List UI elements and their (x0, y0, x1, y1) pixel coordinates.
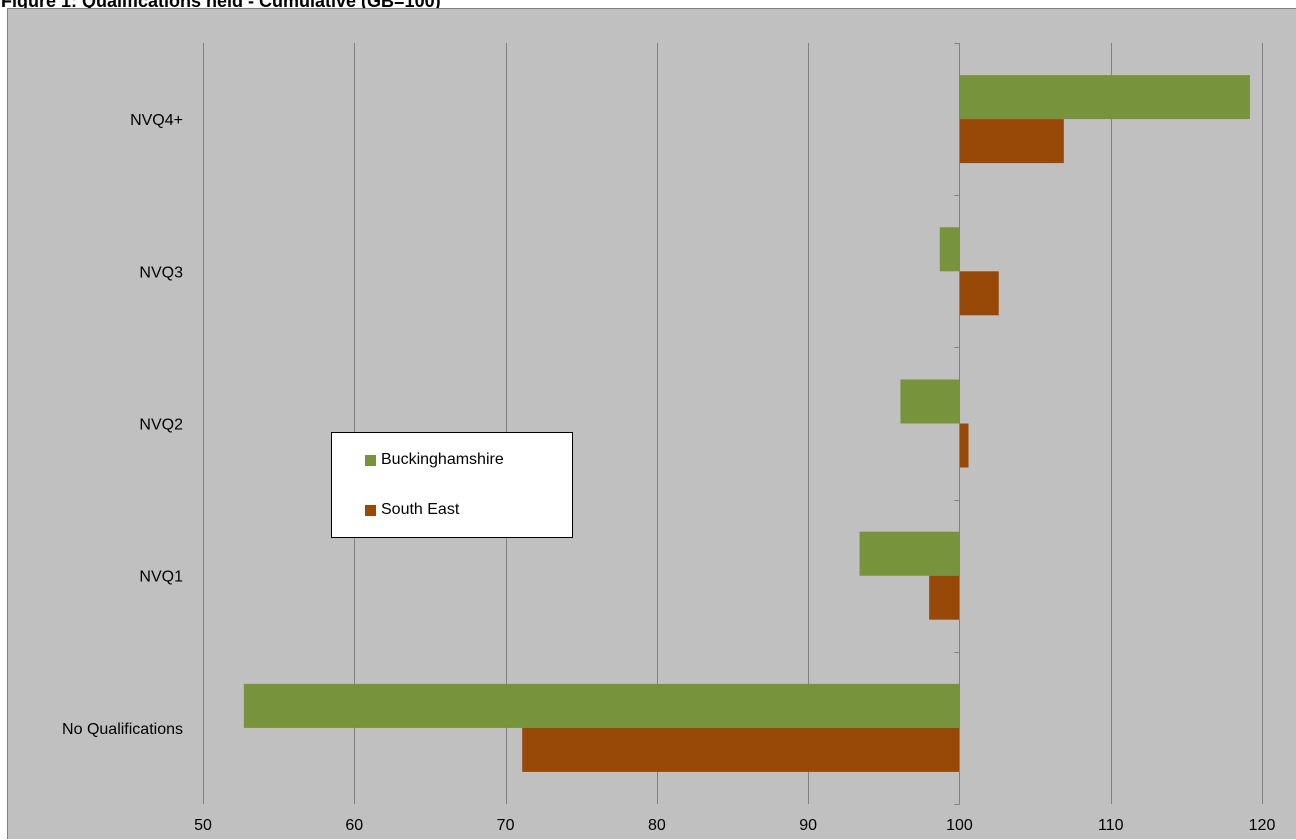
legend-label-buckinghamshire: Buckinghamshire (381, 451, 504, 468)
x-tick-label-50: 50 (194, 817, 212, 834)
legend-label-south-east: South East (381, 501, 460, 518)
bar-south-east-nvq1 (929, 575, 960, 620)
bar-chart: No Qualifications NVQ1 NVQ2 NVQ3 NVQ4+ 50 60 70… (62, 43, 1276, 834)
x-tick-label-110: 110 (1098, 817, 1124, 834)
bar-buckinghamshire-nvq3 (939, 227, 960, 272)
category-label-nvq1: NVQ1 (139, 569, 183, 586)
category-label-nvq4-: NVQ4+ (130, 112, 183, 129)
x-tick-label-70: 70 (497, 817, 515, 834)
bar-buckinghamshire-no-qualifications (243, 683, 960, 728)
chart-title: Figure 1: Qualifications held - Cumulati… (1, 0, 441, 11)
bar-south-east-nvq2 (959, 423, 969, 468)
bar-buckinghamshire-nvq1 (859, 531, 960, 576)
category-label-nvq2: NVQ2 (139, 417, 183, 434)
bar-buckinghamshire-nvq4- (959, 75, 1250, 120)
legend-item-buckinghamshire: Buckinghamshire (365, 451, 504, 469)
chart-area: No Qualifications NVQ1 NVQ2 NVQ3 NVQ4+ 50 60 70… (7, 8, 1296, 839)
legend-item-south-east: South East (365, 501, 459, 519)
x-tick-label-100: 100 (946, 817, 973, 834)
bar-south-east-nvq3 (959, 271, 999, 316)
x-tick-label-90: 90 (799, 817, 817, 834)
x-tick-label-60: 60 (345, 817, 363, 834)
bar-south-east-no-qualifications (522, 727, 960, 772)
legend-swatch-south-east (365, 504, 376, 516)
chart-legend: Buckinghamshire South East (331, 432, 573, 538)
x-tick-label-120: 120 (1249, 817, 1276, 834)
category-label-nvq3: NVQ3 (139, 264, 183, 281)
legend-swatch-buckinghamshire (365, 454, 376, 466)
x-tick-label-80: 80 (648, 817, 666, 834)
category-label-no-qualifications: No Qualifications (62, 721, 183, 738)
bar-buckinghamshire-nvq2 (900, 379, 960, 424)
bar-south-east-nvq4- (959, 119, 1064, 164)
